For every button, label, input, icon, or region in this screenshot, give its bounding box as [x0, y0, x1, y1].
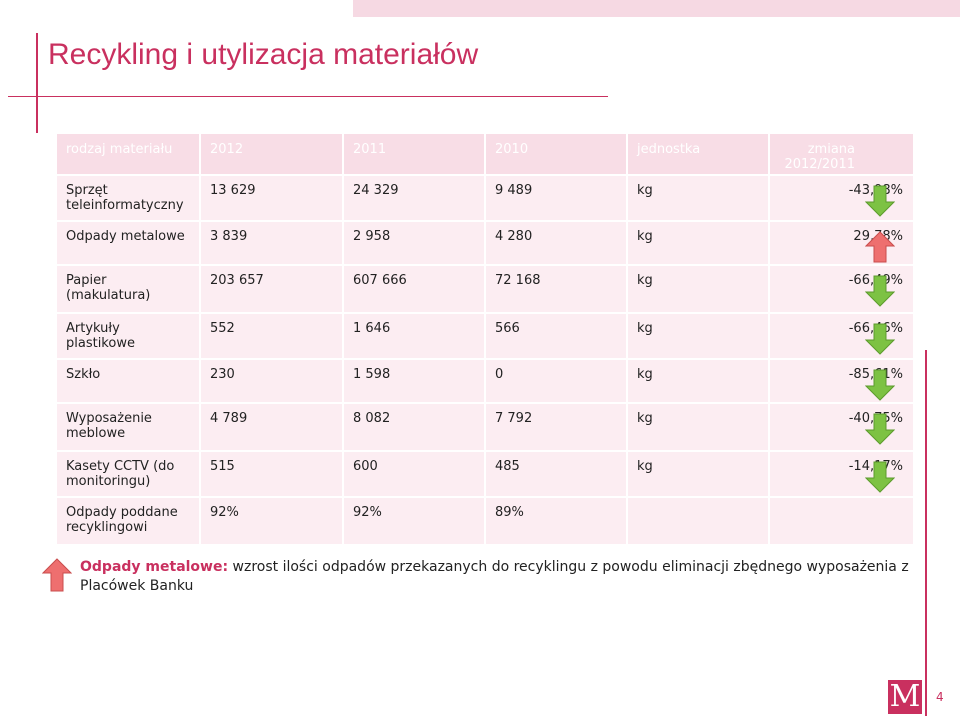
- cell-material: Kasety CCTV (do monitoringu): [57, 452, 199, 496]
- cell-2012: 4 789: [201, 404, 342, 450]
- down-arrow-icon: [865, 275, 895, 307]
- header-unit: jednostka: [628, 134, 768, 174]
- cell-2012: 230: [201, 360, 342, 402]
- cell-change: [770, 498, 913, 544]
- cell-unit: kg: [628, 222, 768, 264]
- header-2010: 2010: [486, 134, 626, 174]
- cell-material: Odpady metalowe: [57, 222, 199, 264]
- cell-2011: 2 958: [344, 222, 484, 264]
- recycling-table: rodzaj materiału 2012 2011 2010 jednostk…: [55, 132, 915, 546]
- down-arrow-icon: [865, 185, 895, 217]
- cell-2010: 9 489: [486, 176, 626, 220]
- cell-2012: 13 629: [201, 176, 342, 220]
- cell-2010: 72 168: [486, 266, 626, 312]
- bank-logo: M: [888, 679, 922, 714]
- down-arrow-icon: [865, 413, 895, 445]
- table-body: Sprzęt teleinformatyczny 13 629 24 329 9 48…: [57, 176, 913, 544]
- cell-2012: 203 657: [201, 266, 342, 312]
- cell-2012: 552: [201, 314, 342, 358]
- up-arrow-icon: [865, 231, 895, 263]
- cell-material: Artykuły plastikowe: [57, 314, 199, 358]
- table-row: Odpady poddane recyklingowi 92% 92% 89%: [57, 498, 913, 544]
- page-number: 4: [936, 690, 944, 704]
- note-label: Odpady metalowe:: [80, 559, 229, 575]
- cell-material: Szkło: [57, 360, 199, 402]
- cell-2012: 515: [201, 452, 342, 496]
- title-underline: [8, 96, 608, 97]
- header-2012: 2012: [201, 134, 342, 174]
- cell-unit: kg: [628, 452, 768, 496]
- table-row: Kasety CCTV (do monitoringu)515600485kg-…: [57, 452, 913, 496]
- title-accent-rule: [36, 33, 38, 133]
- cell-material: Odpady poddane recyklingowi: [57, 498, 199, 544]
- down-arrow-icon: [865, 369, 895, 401]
- cell-2011: 24 329: [344, 176, 484, 220]
- right-accent-rule: [925, 350, 927, 716]
- cell-2011: 600: [344, 452, 484, 496]
- table-row: Sprzęt teleinformatyczny 13 629 24 329 9 48…: [57, 176, 913, 220]
- cell-2010: 89%: [486, 498, 626, 544]
- header-2011: 2011: [344, 134, 484, 174]
- cell-2011: 92%: [344, 498, 484, 544]
- top-accent-bar: [353, 0, 960, 17]
- cell-unit: kg: [628, 176, 768, 220]
- cell-2012: 3 839: [201, 222, 342, 264]
- note-body: wzrost ilości odpadów przekazanych do re…: [80, 559, 909, 594]
- cell-2010: 0: [486, 360, 626, 402]
- cell-unit: kg: [628, 266, 768, 312]
- cell-2011: 8 082: [344, 404, 484, 450]
- cell-unit: kg: [628, 404, 768, 450]
- down-arrow-icon: [865, 461, 895, 493]
- table-header-row: rodzaj materiału 2012 2011 2010 jednostk…: [57, 134, 913, 174]
- cell-2011: 1 646: [344, 314, 484, 358]
- cell-material: Wyposażenie meblowe: [57, 404, 199, 450]
- up-arrow-icon: [41, 558, 73, 592]
- cell-change: -66,46%: [770, 314, 913, 358]
- note-text: Odpady metalowe: wzrost ilości odpadów p…: [80, 558, 910, 596]
- cell-2011: 1 598: [344, 360, 484, 402]
- cell-unit: kg: [628, 360, 768, 402]
- down-arrow-icon: [865, 323, 895, 355]
- cell-change: -14,17%: [770, 452, 913, 496]
- header-change: zmiana 2012/2011: [770, 134, 913, 174]
- cell-material: Papier (makulatura): [57, 266, 199, 312]
- table-row: Papier (makulatura) 203 657 607 666 72 168 k…: [57, 266, 913, 312]
- cell-2010: 4 280: [486, 222, 626, 264]
- cell-material: Sprzęt teleinformatyczny: [57, 176, 199, 220]
- cell-unit: [628, 498, 768, 544]
- page-title: Recykling i utylizacja materiałów: [48, 38, 479, 71]
- cell-2011: 607 666: [344, 266, 484, 312]
- cell-2010: 566: [486, 314, 626, 358]
- cell-2010: 485: [486, 452, 626, 496]
- cell-unit: kg: [628, 314, 768, 358]
- cell-2012: 92%: [201, 498, 342, 544]
- header-material: rodzaj materiału: [57, 134, 199, 174]
- cell-2010: 7 792: [486, 404, 626, 450]
